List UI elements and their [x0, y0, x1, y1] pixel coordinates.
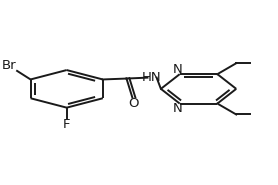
- Text: F: F: [63, 118, 70, 132]
- Text: N: N: [173, 102, 182, 115]
- Text: O: O: [128, 97, 138, 110]
- Text: Br: Br: [2, 59, 16, 72]
- Text: N: N: [173, 63, 182, 76]
- Text: HN: HN: [142, 71, 162, 84]
